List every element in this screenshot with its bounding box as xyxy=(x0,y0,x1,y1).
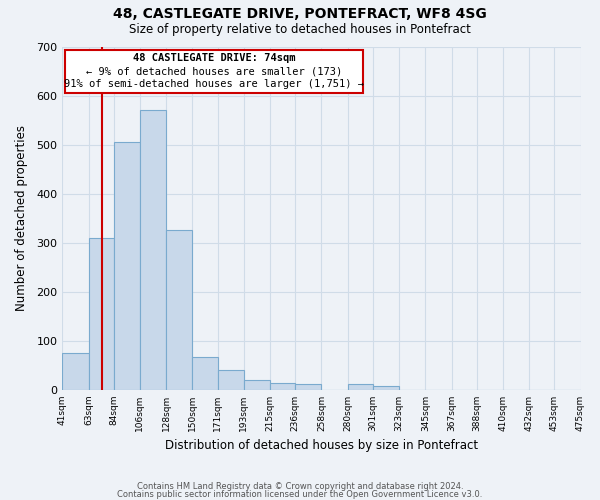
Text: Size of property relative to detached houses in Pontefract: Size of property relative to detached ho… xyxy=(129,22,471,36)
Bar xyxy=(373,386,399,390)
Text: Contains public sector information licensed under the Open Government Licence v3: Contains public sector information licen… xyxy=(118,490,482,499)
FancyBboxPatch shape xyxy=(65,50,363,93)
Y-axis label: Number of detached properties: Number of detached properties xyxy=(15,125,28,311)
Text: Contains HM Land Registry data © Crown copyright and database right 2024.: Contains HM Land Registry data © Crown c… xyxy=(137,482,463,491)
Bar xyxy=(244,380,270,390)
Bar xyxy=(295,384,322,390)
Text: 48, CASTLEGATE DRIVE, PONTEFRACT, WF8 4SG: 48, CASTLEGATE DRIVE, PONTEFRACT, WF8 4S… xyxy=(113,8,487,22)
Bar xyxy=(218,370,244,390)
Bar xyxy=(270,382,295,390)
Bar xyxy=(89,238,113,390)
X-axis label: Distribution of detached houses by size in Pontefract: Distribution of detached houses by size … xyxy=(165,440,478,452)
Bar xyxy=(113,142,140,390)
Text: 91% of semi-detached houses are larger (1,751) →: 91% of semi-detached houses are larger (… xyxy=(64,80,364,90)
Bar xyxy=(193,356,218,390)
Bar xyxy=(62,353,89,390)
Text: 48 CASTLEGATE DRIVE: 74sqm: 48 CASTLEGATE DRIVE: 74sqm xyxy=(133,54,295,64)
Bar xyxy=(347,384,373,390)
Text: ← 9% of detached houses are smaller (173): ← 9% of detached houses are smaller (173… xyxy=(86,66,342,76)
Bar xyxy=(166,230,193,390)
Bar xyxy=(140,110,166,390)
